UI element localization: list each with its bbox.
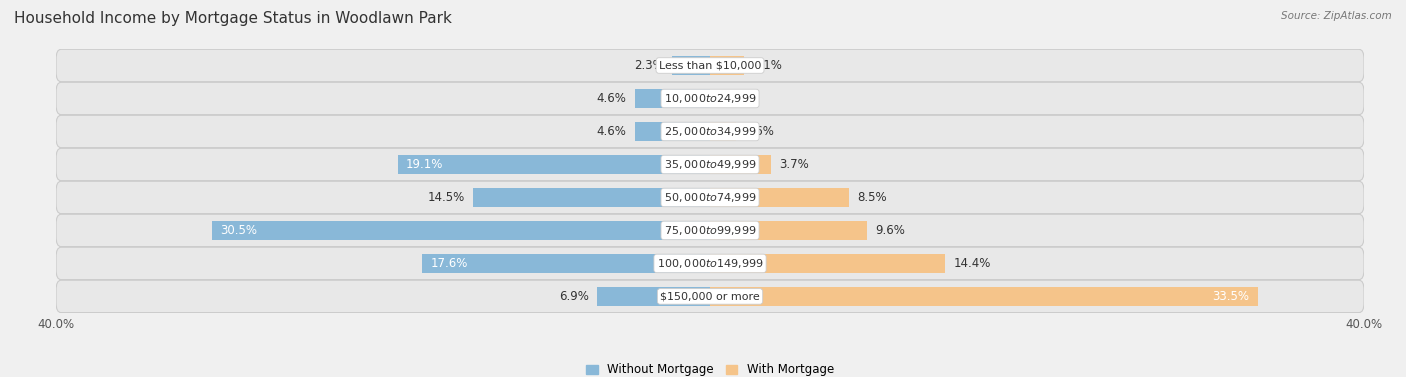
Text: Source: ZipAtlas.com: Source: ZipAtlas.com [1281,11,1392,21]
FancyBboxPatch shape [56,247,1364,280]
Text: 30.5%: 30.5% [219,224,257,237]
Text: $10,000 to $24,999: $10,000 to $24,999 [664,92,756,105]
Bar [672,56,710,75]
Bar [710,254,945,273]
Text: 14.5%: 14.5% [427,191,465,204]
Text: $50,000 to $74,999: $50,000 to $74,999 [664,191,756,204]
Bar [422,254,710,273]
Text: Less than $10,000: Less than $10,000 [659,60,761,70]
Bar [710,122,737,141]
Text: $100,000 to $149,999: $100,000 to $149,999 [657,257,763,270]
Bar [636,89,710,108]
Text: 9.6%: 9.6% [875,224,905,237]
Text: 0.0%: 0.0% [718,92,748,105]
Text: 3.7%: 3.7% [779,158,808,171]
Text: 17.6%: 17.6% [430,257,468,270]
FancyBboxPatch shape [56,280,1364,313]
Text: 33.5%: 33.5% [1212,290,1250,303]
Text: 1.6%: 1.6% [744,125,775,138]
Bar [472,188,710,207]
Text: 6.9%: 6.9% [560,290,589,303]
FancyBboxPatch shape [56,82,1364,115]
Bar [710,188,849,207]
Text: 2.3%: 2.3% [634,59,664,72]
Text: 14.4%: 14.4% [953,257,991,270]
FancyBboxPatch shape [56,214,1364,247]
Text: Household Income by Mortgage Status in Woodlawn Park: Household Income by Mortgage Status in W… [14,11,451,26]
Text: $25,000 to $34,999: $25,000 to $34,999 [664,125,756,138]
Bar [710,155,770,174]
Text: $35,000 to $49,999: $35,000 to $49,999 [664,158,756,171]
Bar [636,122,710,141]
Bar [598,287,710,306]
Text: $75,000 to $99,999: $75,000 to $99,999 [664,224,756,237]
Bar [211,221,710,240]
Text: $150,000 or more: $150,000 or more [661,291,759,302]
Text: 4.6%: 4.6% [596,125,627,138]
FancyBboxPatch shape [56,49,1364,82]
Text: 8.5%: 8.5% [858,191,887,204]
Text: 4.6%: 4.6% [596,92,627,105]
Text: 2.1%: 2.1% [752,59,782,72]
Text: 19.1%: 19.1% [406,158,443,171]
FancyBboxPatch shape [56,148,1364,181]
Bar [710,287,1257,306]
FancyBboxPatch shape [56,181,1364,214]
Bar [710,221,868,240]
FancyBboxPatch shape [56,115,1364,148]
Legend: Without Mortgage, With Mortgage: Without Mortgage, With Mortgage [581,359,839,377]
Bar [710,56,744,75]
Bar [398,155,710,174]
